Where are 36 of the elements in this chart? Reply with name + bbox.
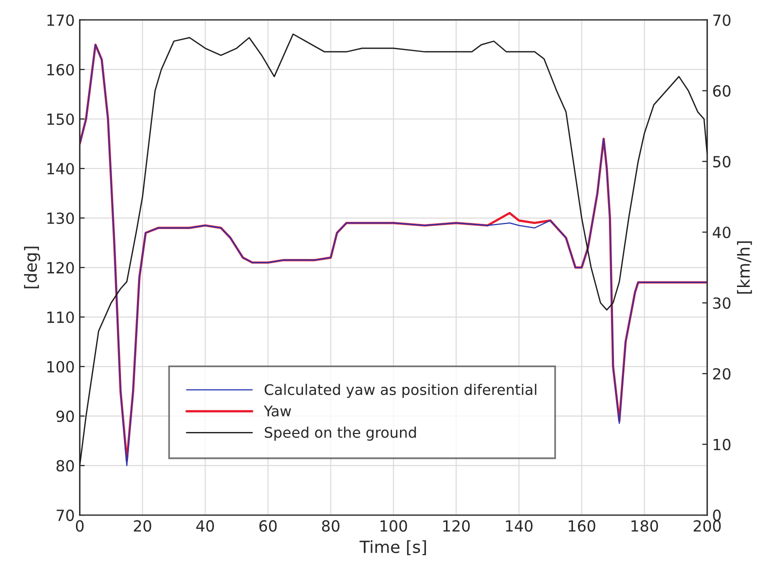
y2-tick-label: 0 — [713, 510, 721, 522]
legend-label: Speed on the ground — [264, 426, 416, 441]
y-tick-label: 170 — [47, 14, 74, 26]
y2-tick-label: 30 — [713, 297, 730, 309]
y-tick-label: 130 — [47, 212, 74, 224]
y-tick-label: 90 — [56, 410, 74, 422]
y-tick-label: 120 — [47, 262, 74, 274]
y2-tick-label: 70 — [713, 14, 730, 26]
legend-label: Yaw — [264, 406, 292, 417]
y-tick-label: 100 — [47, 360, 74, 373]
y-tick-label: 140 — [47, 162, 74, 175]
x-tick-label: 60 — [259, 520, 277, 532]
x-tick-label: 160 — [568, 520, 596, 532]
y-tick-label: 70 — [56, 510, 74, 522]
x-tick-label: 20 — [134, 520, 152, 532]
y-tick-label: 80 — [56, 460, 74, 472]
y2-tick-label: 40 — [712, 226, 730, 238]
x-tick-label: 120 — [443, 520, 470, 532]
y2-tick-label: 10 — [714, 438, 730, 450]
x-tick-label: 140 — [506, 520, 533, 532]
x-axis-title: Time [s] — [360, 540, 426, 556]
y2-tick-label: 20 — [713, 368, 730, 380]
x-tick-label: 40 — [196, 520, 214, 532]
y2-tick-label: 60 — [713, 85, 730, 97]
legend-label: Calculated yaw as position diferential — [264, 384, 536, 398]
x-tick-label: 200 — [694, 520, 721, 532]
y-tick-label: 110 — [47, 311, 74, 324]
y-tick-label: 160 — [47, 64, 74, 76]
y2-axis-title: [km/h] — [737, 241, 752, 294]
y-tick-label: 150 — [47, 113, 74, 126]
x-tick-label: 80 — [322, 520, 340, 532]
y2-tick-label: 50 — [713, 156, 730, 168]
x-tick-label: 180 — [632, 520, 658, 532]
y-axis-title: [deg] — [24, 246, 40, 288]
x-tick-label: 0 — [76, 520, 84, 532]
x-tick-label: 100 — [380, 520, 408, 532]
